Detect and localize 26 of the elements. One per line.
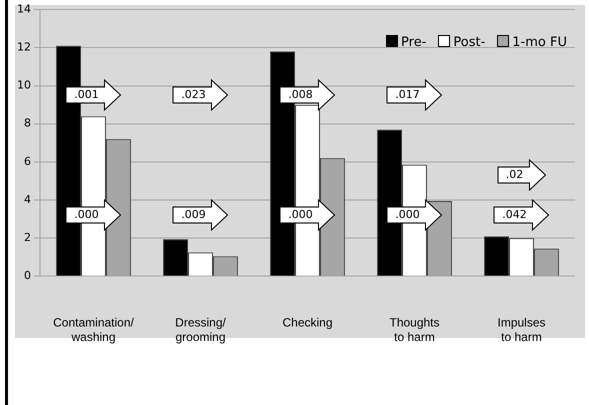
legend-label: Pre- <box>400 35 426 50</box>
annotation: .000 <box>288 208 313 222</box>
x-tick-label: Contamination/ washing <box>53 316 135 344</box>
y-tick-label: 10 <box>16 78 31 92</box>
annotation: .02 <box>506 168 524 182</box>
annotation: .000 <box>395 208 420 222</box>
y-tick-label: 6 <box>24 154 31 168</box>
legend-label: 1-mo FU <box>511 35 567 50</box>
x-tick-label: Dressing/ grooming <box>175 316 227 344</box>
x-tick-label: Thoughts to harm <box>389 316 440 344</box>
y-tick-label: 0 <box>24 269 31 282</box>
annotation: .001 <box>74 88 99 102</box>
legend-label: Post- <box>452 35 486 50</box>
annotation: .017 <box>395 88 420 102</box>
x-tick-label: Impulses to harm <box>497 316 546 344</box>
annotation: .008 <box>288 88 313 102</box>
x-tick-label: Checking <box>282 316 333 330</box>
y-tick-label: 4 <box>24 192 31 206</box>
y-tick-label: 8 <box>24 116 31 130</box>
annotation: .023 <box>181 88 206 102</box>
annotation: .000 <box>74 208 99 222</box>
y-tick-label: 2 <box>24 230 31 244</box>
y-tick-label: 14 <box>16 2 31 16</box>
y-tick-label: 12 <box>16 40 31 54</box>
annotation: .009 <box>181 208 206 222</box>
annotation: .042 <box>502 208 527 222</box>
